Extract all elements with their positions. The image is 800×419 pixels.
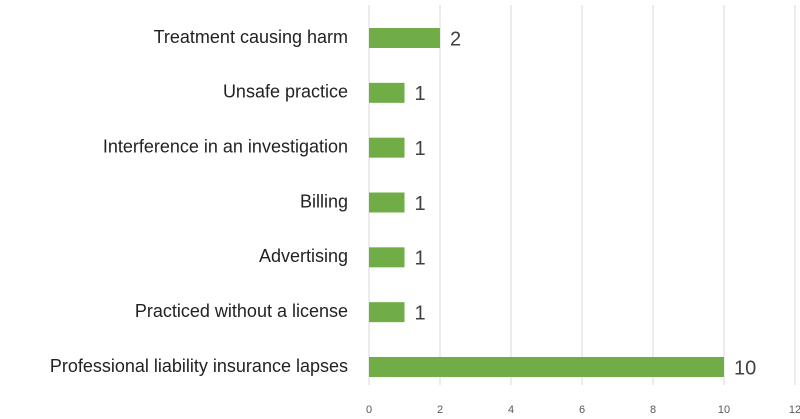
data-label: 1 [415,193,426,215]
data-label: 1 [415,302,426,324]
data-label: 1 [415,138,426,160]
bar [369,28,440,48]
bar [369,192,405,213]
bar [369,247,405,268]
bar [369,82,405,103]
data-label: 1 [415,248,426,270]
y-tick-label: Advertising [259,246,348,266]
x-tick-label: 0 [366,404,372,416]
y-tick-label: Billing [300,191,348,211]
data-label: 10 [734,357,756,379]
bar [369,357,724,377]
y-tick-label: Practiced without a license [135,301,348,321]
x-tick-label: 10 [718,404,730,416]
data-label: 2 [450,28,461,50]
y-tick-label: Professional liability insurance lapses [50,356,348,376]
x-tick-label: 4 [508,404,514,416]
y-tick-label: Unsafe practice [223,82,348,102]
x-tick-label: 12 [789,404,800,416]
bar [369,137,405,158]
y-tick-label: Treatment causing harm [154,27,348,47]
x-tick-label: 2 [437,404,443,416]
x-tick-label: 8 [650,404,656,416]
bar [369,302,405,323]
x-tick-label: 6 [579,404,585,416]
data-label: 1 [415,83,426,105]
y-tick-label: Interference in an investigation [103,136,348,156]
